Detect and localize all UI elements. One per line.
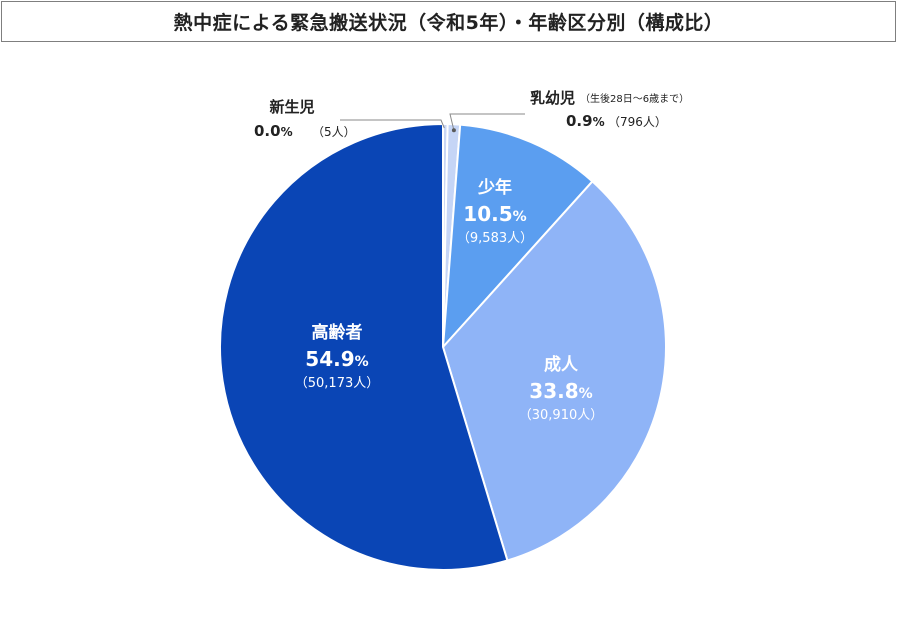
slice-count-3: （30,910人） (519, 408, 604, 423)
slice-percent-3: 33.8% (529, 379, 592, 403)
slice-percent-2: 10.5% (463, 202, 526, 226)
slice-label-3: 成人 (544, 354, 579, 375)
pie-slice-4 (219, 122, 509, 571)
slice-count-1: （796人） (608, 115, 667, 129)
slice-count-4: （50,173人） (295, 376, 380, 391)
pie-slice-2 (441, 123, 594, 350)
leader-line-0 (340, 119, 445, 129)
slice-label-2: 少年 (477, 177, 512, 198)
slice-note-1: （生後28日〜6歳まで） (580, 92, 689, 105)
title-box: 熱中症による緊急搬送状況（令和5年）・年齢区分別（構成比） (1, 1, 896, 42)
chart-title: 熱中症による緊急搬送状況（令和5年）・年齢区分別（構成比） (173, 12, 724, 34)
slice-percent-1: 0.9% (566, 112, 605, 130)
slice-label-0: 新生児 (269, 98, 314, 116)
slice-label-4: 高齢者 (312, 322, 363, 343)
leader-dot-1 (451, 128, 456, 133)
slice-percent-4: 54.9% (305, 347, 368, 371)
slice-label-1: 乳幼児 (530, 89, 575, 107)
pie-slice-3 (441, 180, 667, 562)
slice-count-0: （5人） (312, 125, 356, 139)
slice-percent-0: 0.0% (254, 122, 293, 140)
slice-count-2: （9,583人） (457, 231, 533, 246)
leader-line-1 (449, 113, 525, 131)
